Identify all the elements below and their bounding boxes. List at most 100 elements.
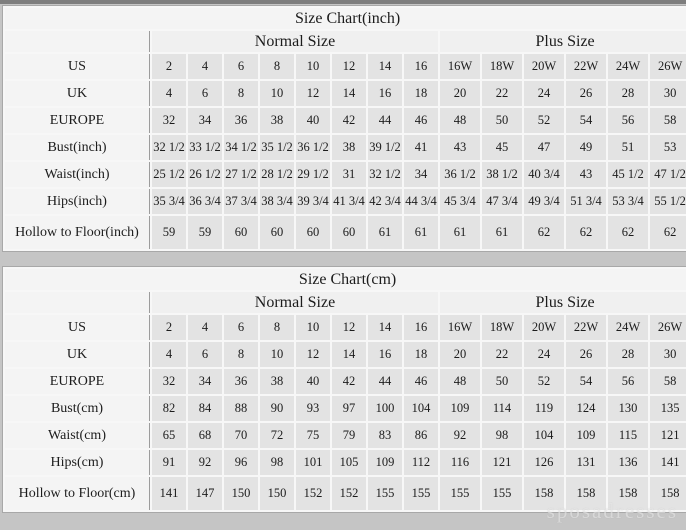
- size-cell: 58: [650, 108, 686, 133]
- size-cell: 16W: [440, 54, 480, 79]
- size-chart-inch-section: Size Chart(inch) Normal Size Plus Size US 2 4…: [2, 5, 686, 252]
- size-cell: 147: [188, 477, 222, 510]
- column-group-header: Normal Size: [152, 292, 438, 313]
- size-cell: 79: [332, 423, 366, 448]
- row-label: Hollow to Floor(inch): [5, 216, 150, 249]
- size-cell: 24: [524, 81, 564, 106]
- size-cell: 24: [524, 342, 564, 367]
- size-cell: 38: [260, 369, 294, 394]
- size-cell: 14: [332, 81, 366, 106]
- size-cell: 6: [188, 342, 222, 367]
- size-cell: 16W: [440, 315, 480, 340]
- size-cell: 34: [188, 369, 222, 394]
- size-cell: 109: [440, 396, 480, 421]
- size-cell: 42: [332, 369, 366, 394]
- size-cell: 40: [296, 369, 330, 394]
- size-cell: 59: [152, 216, 186, 249]
- size-cell: 155: [440, 477, 480, 510]
- size-cell: 109: [566, 423, 606, 448]
- row-label: UK: [5, 81, 150, 106]
- size-cell: 61: [404, 216, 438, 249]
- size-cell: 47 1/2: [650, 162, 686, 187]
- row-label: US: [5, 54, 150, 79]
- size-cell: 42: [332, 108, 366, 133]
- table-row: Hips(cm) 91 92 96 98 101 105 109 112 116 121 126 131…: [5, 450, 686, 475]
- size-cell: 92: [188, 450, 222, 475]
- size-cell: 29 1/2: [296, 162, 330, 187]
- size-cell: 35 3/4: [152, 189, 186, 214]
- size-cell: 53: [650, 135, 686, 160]
- row-label: Waist(cm): [5, 423, 150, 448]
- size-cell: 152: [332, 477, 366, 510]
- size-cell: 24W: [608, 54, 648, 79]
- size-cell: 28: [608, 81, 648, 106]
- table-row: EUROPE 32 34 36 38 40 42 44 46 48 50 52 54 56 58: [5, 369, 686, 394]
- size-cell: 158: [650, 477, 686, 510]
- size-cell: 92: [440, 423, 480, 448]
- size-cell: 62: [524, 216, 564, 249]
- size-cell: 65: [152, 423, 186, 448]
- size-cell: 16: [368, 342, 402, 367]
- size-cell: 114: [482, 396, 522, 421]
- size-cell: 124: [566, 396, 606, 421]
- size-cell: 98: [260, 450, 294, 475]
- size-cell: 90: [260, 396, 294, 421]
- size-cell: 28 1/2: [260, 162, 294, 187]
- size-cell: 22W: [566, 54, 606, 79]
- size-cell: 16: [368, 81, 402, 106]
- size-cell: 121: [650, 423, 686, 448]
- size-cell: 141: [152, 477, 186, 510]
- size-cell: 55 1/2: [650, 189, 686, 214]
- size-cell: 96: [224, 450, 258, 475]
- size-cell: 86: [404, 423, 438, 448]
- size-cell: 44: [368, 369, 402, 394]
- size-cell: 20: [440, 342, 480, 367]
- size-cell: 18: [404, 342, 438, 367]
- size-cell: 48: [440, 108, 480, 133]
- size-cell: 43: [566, 162, 606, 187]
- chart-title: Size Chart(inch): [5, 8, 686, 29]
- size-cell: 105: [332, 450, 366, 475]
- row-label: Bust(cm): [5, 396, 150, 421]
- size-cell: 130: [608, 396, 648, 421]
- size-cell: 22: [482, 342, 522, 367]
- size-cell: 39 1/2: [368, 135, 402, 160]
- size-cell: 12: [296, 81, 330, 106]
- size-cell: 32: [152, 108, 186, 133]
- chart-title-row: Size Chart(cm): [5, 269, 686, 290]
- size-cell: 6: [224, 315, 258, 340]
- size-cell: 47: [524, 135, 564, 160]
- size-cell: 150: [224, 477, 258, 510]
- size-cell: 62: [566, 216, 606, 249]
- size-cell: 41 3/4: [332, 189, 366, 214]
- size-cell: 116: [440, 450, 480, 475]
- size-cell: 59: [188, 216, 222, 249]
- size-cell: 12: [332, 54, 366, 79]
- size-cell: 60: [296, 216, 330, 249]
- size-cell: 12: [296, 342, 330, 367]
- chart-title: Size Chart(cm): [5, 269, 686, 290]
- column-group-header: Plus Size: [440, 292, 686, 313]
- size-cell: 61: [482, 216, 522, 249]
- size-cell: 100: [368, 396, 402, 421]
- size-cell: 61: [368, 216, 402, 249]
- size-cell: 20W: [524, 54, 564, 79]
- size-cell: 38 1/2: [482, 162, 522, 187]
- size-cell: 60: [224, 216, 258, 249]
- size-cell: 158: [524, 477, 564, 510]
- table-row: Hips(inch) 35 3/4 36 3/4 37 3/4 38 3/4 39 3/4…: [5, 189, 686, 214]
- size-cell: 18: [404, 81, 438, 106]
- size-cell: 22: [482, 81, 522, 106]
- size-cell: 43: [440, 135, 480, 160]
- row-label: Hips(cm): [5, 450, 150, 475]
- size-cell: 26 1/2: [188, 162, 222, 187]
- size-cell: 38: [260, 108, 294, 133]
- size-cell: 72: [260, 423, 294, 448]
- size-cell: 121: [482, 450, 522, 475]
- size-cell: 98: [482, 423, 522, 448]
- size-cell: 109: [368, 450, 402, 475]
- size-cell: 16: [404, 315, 438, 340]
- size-cell: 31: [332, 162, 366, 187]
- size-cell: 25 1/2: [152, 162, 186, 187]
